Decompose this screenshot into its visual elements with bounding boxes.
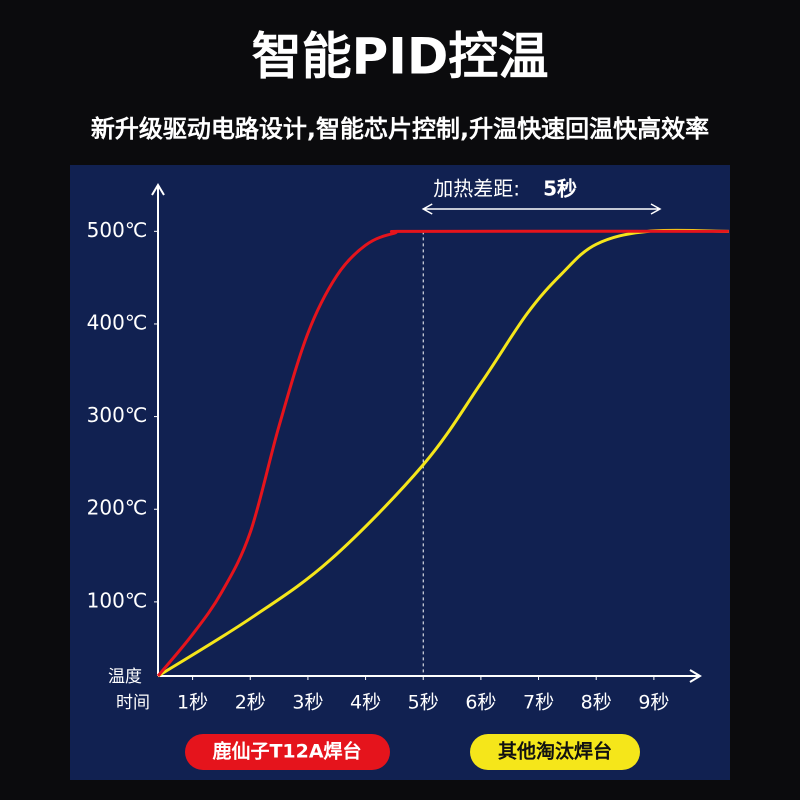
x-tick-label: 4秒 <box>350 692 381 714</box>
subtitle: 新升级驱动电路设计,智能芯片控制,升温快速回温快高效率 <box>91 115 709 143</box>
chart-panel <box>70 165 730 780</box>
gap-arrow <box>421 203 662 215</box>
title: 智能PID控温 <box>252 28 549 86</box>
annotation-value: 5秒 <box>543 177 577 201</box>
y-tick-label: 100℃ <box>87 588 148 612</box>
series-line <box>156 229 729 677</box>
x-tick-label: 5秒 <box>408 692 439 714</box>
series-line <box>157 228 729 678</box>
x-tick-label: 6秒 <box>465 692 496 714</box>
x-tick-label: 9秒 <box>638 692 669 714</box>
legend-label: 鹿仙子T12A焊台 <box>212 740 361 763</box>
x-tick-label: 8秒 <box>581 692 612 714</box>
y-tick-label: 300℃ <box>87 403 148 427</box>
legend-box <box>470 734 640 770</box>
x-tick-label: 2秒 <box>235 692 266 714</box>
x-tick-label: 3秒 <box>292 692 323 714</box>
legend-box <box>185 734 390 770</box>
x-tick-label: 1秒 <box>177 692 208 714</box>
y-tick-label: 400℃ <box>87 310 148 334</box>
x-tick-label: 7秒 <box>523 692 554 714</box>
y-axis-label: 温度 <box>108 667 142 687</box>
x-axis-label: 时间 <box>116 693 150 713</box>
y-tick-label: 200℃ <box>87 496 148 520</box>
y-tick-label: 500℃ <box>87 218 148 242</box>
axis-arrow <box>689 669 702 683</box>
annotation: 加热差距: <box>433 177 520 201</box>
axis-arrow <box>151 183 165 196</box>
legend-label: 其他淘汰焊台 <box>498 740 612 763</box>
